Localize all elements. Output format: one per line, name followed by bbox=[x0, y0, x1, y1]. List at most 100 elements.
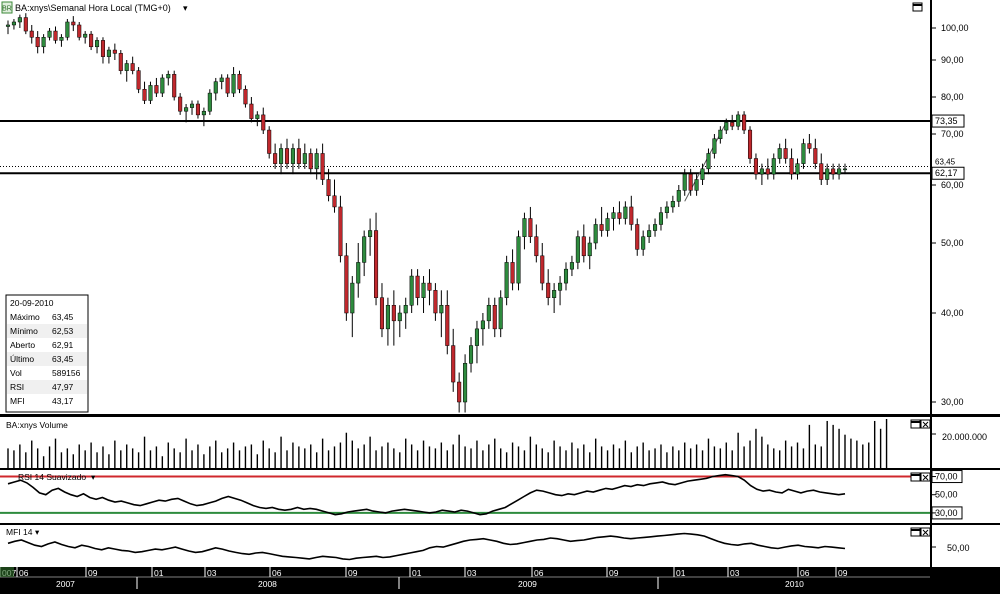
candle[interactable] bbox=[344, 243, 349, 321]
candle[interactable] bbox=[17, 14, 22, 28]
candle[interactable] bbox=[338, 195, 343, 263]
candle[interactable] bbox=[148, 81, 153, 105]
rsi-panel-title[interactable]: RSI 14 Suavizado bbox=[18, 472, 86, 482]
candle[interactable] bbox=[427, 269, 432, 306]
candle[interactable] bbox=[463, 354, 468, 413]
close-volume-icon[interactable] bbox=[920, 419, 931, 429]
candle[interactable] bbox=[771, 153, 776, 180]
candle[interactable] bbox=[558, 276, 563, 306]
candle[interactable] bbox=[676, 185, 681, 207]
candle[interactable] bbox=[480, 313, 485, 346]
candle[interactable] bbox=[130, 56, 135, 75]
candle[interactable] bbox=[765, 158, 770, 180]
candle[interactable] bbox=[587, 236, 592, 270]
candle[interactable] bbox=[302, 143, 307, 169]
candle[interactable] bbox=[534, 224, 539, 263]
candle[interactable] bbox=[225, 74, 230, 97]
candle[interactable] bbox=[712, 134, 717, 159]
price-axis[interactable] bbox=[932, 0, 1000, 414]
candle[interactable] bbox=[433, 283, 438, 321]
candle[interactable] bbox=[195, 100, 200, 119]
candle[interactable] bbox=[825, 163, 830, 185]
candle[interactable] bbox=[100, 37, 106, 64]
candle[interactable] bbox=[53, 26, 58, 44]
candle[interactable] bbox=[403, 297, 408, 329]
candle[interactable] bbox=[546, 269, 551, 306]
candle[interactable] bbox=[575, 230, 580, 270]
candle[interactable] bbox=[201, 107, 206, 127]
candle[interactable] bbox=[267, 126, 272, 159]
candle[interactable] bbox=[89, 31, 94, 51]
candle[interactable] bbox=[350, 276, 355, 338]
time-axis[interactable] bbox=[0, 567, 1000, 589]
candle[interactable] bbox=[356, 243, 361, 298]
candle[interactable] bbox=[273, 143, 278, 169]
candle[interactable] bbox=[308, 148, 313, 175]
candle[interactable] bbox=[629, 195, 634, 231]
candle[interactable] bbox=[468, 337, 474, 373]
candle[interactable] bbox=[831, 163, 836, 180]
volume-panel-title[interactable]: BA:xnys Volume bbox=[6, 420, 68, 430]
candle[interactable] bbox=[611, 206, 616, 231]
candle[interactable] bbox=[682, 168, 687, 196]
candle[interactable] bbox=[154, 77, 159, 97]
mfi-line[interactable] bbox=[7, 532, 846, 561]
chart-title[interactable]: BA:xnys\Semanal Hora Local (TMG+0) bbox=[15, 3, 171, 13]
candle[interactable] bbox=[510, 249, 515, 291]
candle[interactable] bbox=[391, 290, 396, 346]
maximize-rsi-icon[interactable] bbox=[910, 472, 921, 482]
mfi-axis[interactable] bbox=[932, 525, 1000, 567]
maximize-volume-icon[interactable] bbox=[910, 419, 921, 429]
candle[interactable] bbox=[279, 143, 284, 175]
candle[interactable] bbox=[635, 218, 640, 256]
candle[interactable] bbox=[124, 60, 129, 82]
volume-axis[interactable] bbox=[932, 417, 1000, 468]
candle[interactable] bbox=[777, 143, 782, 164]
title-dropdown-icon[interactable]: ▾ bbox=[183, 3, 188, 13]
candle[interactable] bbox=[178, 93, 183, 115]
maximize-price-icon[interactable] bbox=[912, 2, 923, 12]
candle[interactable] bbox=[516, 230, 521, 291]
candle[interactable] bbox=[789, 148, 794, 180]
candle[interactable] bbox=[362, 230, 367, 277]
candle[interactable] bbox=[284, 138, 290, 169]
candle[interactable] bbox=[522, 212, 527, 250]
candle[interactable] bbox=[658, 206, 664, 231]
candle[interactable] bbox=[474, 320, 479, 364]
candle[interactable] bbox=[136, 67, 141, 94]
candle[interactable] bbox=[35, 31, 40, 54]
candle[interactable] bbox=[71, 16, 76, 32]
candle[interactable] bbox=[237, 70, 242, 94]
candle[interactable] bbox=[647, 224, 652, 243]
candle[interactable] bbox=[415, 269, 420, 306]
candle[interactable] bbox=[397, 305, 402, 338]
candle[interactable] bbox=[106, 46, 111, 64]
candle[interactable] bbox=[795, 158, 800, 180]
candle[interactable] bbox=[23, 13, 28, 35]
candle[interactable] bbox=[605, 212, 610, 237]
candle[interactable] bbox=[670, 195, 675, 213]
candle[interactable] bbox=[374, 212, 379, 306]
candle[interactable] bbox=[77, 21, 82, 41]
mfi-panel-title[interactable]: MFI 14 bbox=[6, 527, 33, 537]
candle[interactable] bbox=[837, 163, 842, 180]
candle[interactable] bbox=[231, 67, 236, 97]
candle[interactable] bbox=[255, 111, 260, 127]
candle[interactable] bbox=[379, 283, 385, 338]
candle[interactable] bbox=[486, 297, 491, 329]
candle[interactable] bbox=[296, 138, 301, 169]
candle[interactable] bbox=[172, 70, 177, 101]
candle[interactable] bbox=[290, 143, 295, 175]
candle[interactable] bbox=[813, 138, 818, 169]
candle[interactable] bbox=[641, 230, 646, 256]
candle[interactable] bbox=[753, 153, 758, 180]
candle[interactable] bbox=[65, 19, 70, 41]
candle[interactable] bbox=[581, 224, 586, 263]
candle[interactable] bbox=[759, 163, 764, 185]
candle[interactable] bbox=[41, 34, 46, 54]
candle[interactable] bbox=[142, 81, 147, 105]
candle[interactable] bbox=[688, 168, 693, 196]
candle[interactable] bbox=[166, 70, 171, 86]
candle[interactable] bbox=[623, 201, 628, 225]
candle[interactable] bbox=[243, 85, 248, 108]
